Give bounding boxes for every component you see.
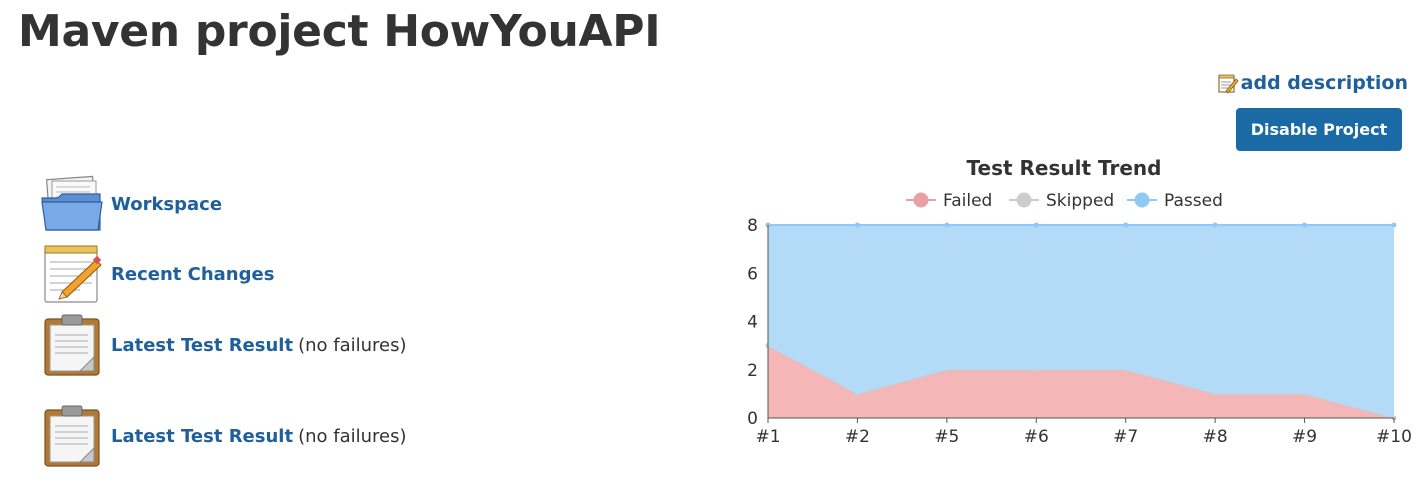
x-tick-label: #1: [755, 427, 780, 447]
legend-item-skipped[interactable]: Skipped: [1009, 191, 1114, 211]
y-tick-label: 0: [747, 409, 758, 429]
task-recent-changes[interactable]: Recent Changes: [40, 242, 274, 306]
chart-areas: [765, 222, 1397, 421]
y-tick-label: 4: [747, 313, 758, 333]
chart-title: Test Result Trend: [967, 156, 1162, 180]
legend-marker: [1134, 192, 1150, 208]
clipboard-icon: [40, 313, 104, 377]
latest-test-result-link[interactable]: Latest Test Result: [111, 334, 294, 356]
test-result-trend-svg: Test Result Trend Failed Skipped Passed 0 2…: [747, 156, 1412, 447]
chart-axes: 0 2 4 6 8 #1 #2 #5 #6 #7 #8 #9 #10: [747, 216, 1412, 447]
x-tick-label: #2: [845, 427, 870, 447]
series-area-passed: [768, 225, 1394, 418]
test-result-status: (no failures): [298, 334, 407, 356]
notepad-icon: [40, 242, 104, 306]
legend-label: Failed: [943, 191, 992, 211]
data-point-passed[interactable]: [1391, 222, 1397, 228]
y-tick-label: 2: [747, 361, 758, 381]
legend-item-failed[interactable]: Failed: [906, 191, 992, 211]
legend-item-passed[interactable]: Passed: [1127, 191, 1223, 211]
legend-label: Passed: [1164, 191, 1223, 211]
task-latest-test-result[interactable]: Latest Test Result (no failures): [40, 404, 407, 468]
series-area-failed: [768, 345, 1394, 418]
legend-label: Skipped: [1046, 191, 1114, 211]
y-tick-label: 8: [747, 216, 758, 236]
x-tick-label: #8: [1203, 427, 1228, 447]
chart-legend: Failed Skipped Passed: [906, 191, 1223, 211]
x-tick-label: #10: [1376, 427, 1412, 447]
folder-icon: [40, 172, 104, 236]
recent-changes-link[interactable]: Recent Changes: [111, 263, 275, 285]
legend-marker: [1016, 192, 1032, 208]
add-description-link[interactable]: add description: [1217, 72, 1408, 94]
x-tick-label: #9: [1292, 427, 1317, 447]
task-latest-test-result[interactable]: Latest Test Result (no failures): [40, 313, 407, 377]
task-workspace[interactable]: Workspace: [40, 172, 222, 236]
x-tick-label: #5: [934, 427, 959, 447]
notepad-pencil-icon: [1217, 72, 1239, 94]
test-result-trend-chart: Test Result Trend Failed Skipped Passed 0 2…: [730, 150, 1420, 487]
data-point-passed[interactable]: [1212, 222, 1218, 228]
data-point-passed[interactable]: [1033, 222, 1039, 228]
clipboard-icon: [40, 404, 104, 468]
legend-marker: [913, 192, 929, 208]
data-point-passed[interactable]: [944, 222, 950, 228]
data-point-passed[interactable]: [1123, 222, 1129, 228]
add-description-label: add description: [1240, 72, 1408, 94]
x-tick-label: #6: [1024, 427, 1049, 447]
page-title: Maven project HowYouAPI: [18, 6, 661, 57]
data-point-passed[interactable]: [854, 222, 860, 228]
disable-project-button[interactable]: Disable Project: [1236, 108, 1402, 151]
test-result-status: (no failures): [298, 425, 407, 447]
latest-test-result-link[interactable]: Latest Test Result: [111, 425, 294, 447]
y-tick-label: 6: [747, 264, 758, 284]
workspace-link[interactable]: Workspace: [111, 193, 223, 215]
data-point-passed[interactable]: [1302, 222, 1308, 228]
x-tick-label: #7: [1113, 427, 1138, 447]
